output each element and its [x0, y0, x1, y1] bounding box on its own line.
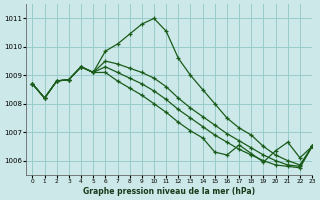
X-axis label: Graphe pression niveau de la mer (hPa): Graphe pression niveau de la mer (hPa) [83, 187, 255, 196]
